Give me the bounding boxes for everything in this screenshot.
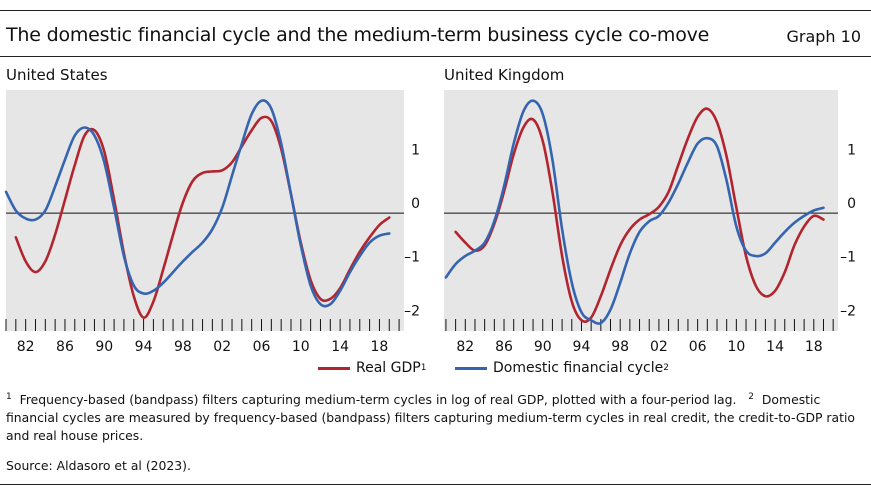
y-tick-label: 1 [847,143,856,159]
x-tick-label: 14 [766,339,784,355]
bottom-rule [0,484,871,485]
legend-item-financial-cycle: Domestic financial cycle 2 [455,360,669,376]
plot-background [444,90,838,331]
footnote-marker-1: 1 [6,391,12,402]
x-tick-label: 90 [534,339,552,355]
x-tick-label: 82 [17,339,35,355]
series-line-real-gdp [454,107,825,323]
plot-background [6,90,404,331]
chart-title: The domestic financial cycle and the med… [6,24,710,46]
x-tick-label: 86 [56,339,74,355]
y-tick-label: –1 [840,250,856,266]
source-note: Source: Aldasoro et al (2023). [6,458,191,473]
y-tick-label: 0 [847,196,856,212]
x-tick-label: 14 [331,339,349,355]
series-line-financial-cycle [444,99,825,325]
x-tick-label: 94 [573,339,591,355]
footnote-marker-2: 2 [748,391,754,402]
panel-united-states: –2 –1 0 1 82 86 90 94 98 02 06 10 14 18 [4,90,420,355]
x-tick-label: 18 [371,339,389,355]
x-tick-label: 86 [495,339,513,355]
y-tick-label: –1 [404,250,420,266]
x-tick-label: 18 [805,339,823,355]
x-tick-label: 98 [174,339,192,355]
series-line-real-gdp [14,115,391,319]
y-tick-label: –2 [840,303,856,319]
y-tick-label: –2 [404,303,420,319]
panel-title-united-states: United States [6,66,108,84]
y-tick-label: 1 [411,143,420,159]
x-tick-label: 02 [650,339,668,355]
legend-swatch-financial-cycle [455,366,487,370]
footnote-1: Frequency-based (bandpass) filters captu… [19,392,737,407]
series-line-financial-cycle [4,99,391,308]
x-tick-label: 02 [213,339,231,355]
legend-label-real-gdp: Real GDP [356,360,421,376]
y-tick-label: 0 [411,196,420,212]
legend-swatch-real-gdp [318,366,350,370]
title-rule [0,56,871,57]
legend: Real GDP 1 Domestic financial cycle 2 [0,360,871,382]
top-rule [0,10,871,11]
chart-canvas: –2 –1 0 1 82 86 90 94 98 02 06 10 14 18 –2 –1 0 1 82 86 90 9… [4,90,856,355]
x-tick-label: 06 [689,339,707,355]
footnotes: 1 Frequency-based (bandpass) filters cap… [6,391,868,445]
x-tick-label: 98 [611,339,629,355]
x-tick-label: 94 [135,339,153,355]
legend-item-real-gdp: Real GDP 1 [318,360,426,376]
x-tick-label: 82 [456,339,474,355]
x-tick-label: 06 [253,339,271,355]
footnote-2: Domestic financial cycles are measured b… [6,392,856,443]
panel-united-kingdom: –2 –1 0 1 82 86 90 94 98 02 06 10 14 18 [444,90,856,355]
legend-label-financial-cycle: Domestic financial cycle [493,360,664,376]
panel-title-united-kingdom: United Kingdom [444,66,565,84]
graph-number: Graph 10 [786,27,861,46]
x-tick-label: 10 [727,339,745,355]
x-tick-label: 10 [292,339,310,355]
x-tick-label: 90 [95,339,113,355]
